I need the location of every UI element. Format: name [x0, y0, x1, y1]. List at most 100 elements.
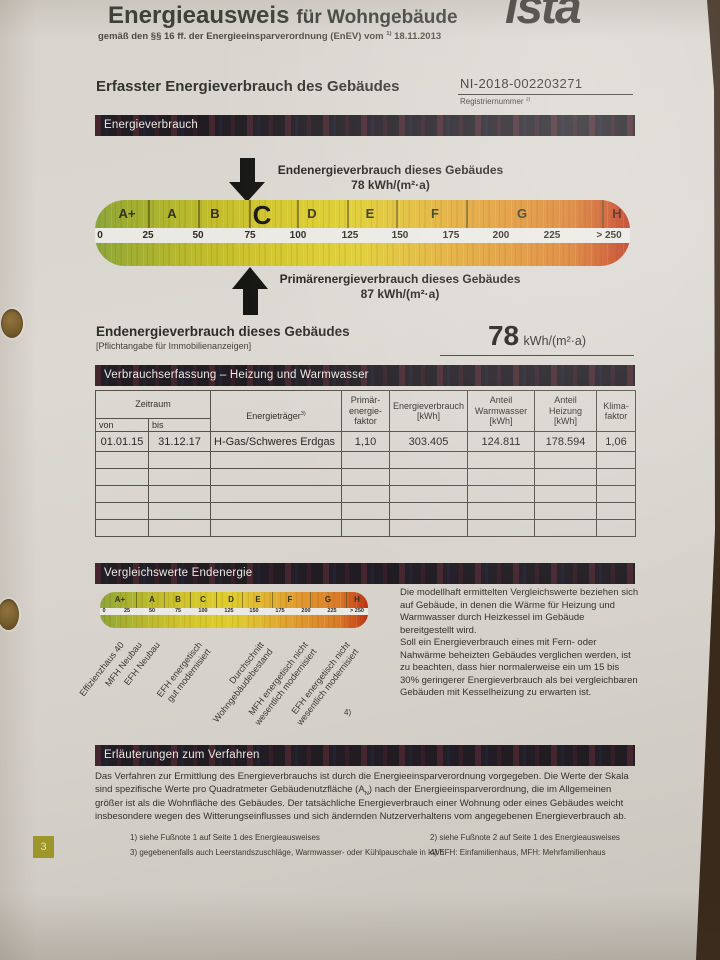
endenergie-value-box: 78 kWh/(m²·a) [440, 320, 634, 356]
registration-note-ref: 2) [525, 97, 531, 103]
registration-label: Registriernummer 2) [460, 97, 530, 106]
empty-cell [467, 502, 536, 520]
empty-cell [534, 468, 598, 486]
empty-cell [389, 468, 469, 486]
scale-divider [466, 200, 468, 228]
down-arrow-head-icon [229, 182, 265, 202]
comparison-info-paragraph-1: Die modellhaft ermittelten Vergleichswer… [400, 587, 639, 636]
empty-cell [534, 451, 598, 469]
scale-letter: A+ [118, 206, 136, 221]
scale-tick: > 250 [596, 230, 622, 241]
table-row-empty [95, 502, 637, 520]
section-title: Erfasster Energieverbrauch des Gebäudes [96, 78, 400, 95]
comparison-note-ref: 4) [344, 708, 352, 717]
table-row-empty [95, 485, 637, 503]
footnote-1: 1) siehe Fußnote 1 auf Seite 1 des Energ… [130, 833, 320, 842]
empty-cell [147, 519, 212, 537]
empty-cell [341, 519, 391, 537]
cell-primaerfaktor: 1,10 [341, 431, 391, 452]
scale-letter: E [255, 595, 261, 604]
col-header-energietraeger: Energieträger3) [210, 390, 343, 432]
empty-cell [95, 519, 149, 537]
cell-von: 01.01.15 [95, 431, 149, 452]
comparison-scale-bottom-band [100, 615, 368, 628]
scale-tick: 75 [244, 230, 256, 241]
empty-cell [210, 519, 343, 537]
empty-cell [467, 451, 536, 469]
banner-erlaeuterungen: Erläuterungen zum Verfahren [95, 745, 635, 766]
empty-cell [467, 519, 536, 537]
col-header-klimafaktor: Klima- faktor [596, 390, 637, 432]
scale-tick: 125 [224, 608, 234, 614]
empty-cell [147, 451, 212, 469]
energy-scale-tick-strip: 0 25 50 75 100 125 150 175 200 225 > 250 [95, 228, 630, 243]
scale-tick: > 250 [350, 608, 364, 614]
scale-tick: 200 [301, 608, 311, 614]
ista-logo: ista [505, 0, 640, 30]
subtitle-note-ref: 1) [386, 31, 392, 37]
scale-tick: 175 [442, 230, 460, 241]
page-number-badge: 3 [33, 836, 54, 858]
col-header-bis: bis [147, 418, 212, 432]
empty-cell [210, 485, 343, 503]
scale-divider [136, 592, 137, 608]
empty-cell [341, 485, 391, 503]
comparison-scale-tick-strip: 0 25 50 75 100 125 150 175 200 225 > 250 [100, 608, 368, 615]
empty-cell [147, 502, 212, 520]
page-title: Energieausweis für Wohngebäude [108, 2, 458, 30]
scale-divider [346, 592, 347, 608]
col-header-energieverbrauch: Energieverbrauch [kWh] [389, 390, 469, 432]
endenergie-title: Endenergieverbrauch dieses Gebäudes [96, 324, 350, 339]
empty-cell [341, 451, 391, 469]
scale-letter: A [149, 595, 155, 604]
method-text-subscript: N [364, 790, 369, 797]
subtitle-date: 18.11.2013 [394, 31, 442, 43]
scale-tick: 100 [289, 230, 307, 241]
registration-label-text: Registriernummer [460, 97, 524, 106]
empty-cell [95, 468, 149, 486]
scale-tick: 225 [543, 230, 561, 241]
cell-klimafaktor: 1,06 [596, 431, 637, 452]
scale-letter-highlighted: C [252, 200, 272, 230]
scale-divider [602, 200, 604, 228]
empty-cell [210, 502, 343, 520]
up-arrow-icon [243, 289, 258, 315]
cell-bis: 31.12.17 [147, 431, 212, 452]
energietraeger-label: Energieträger [246, 411, 301, 421]
empty-cell [341, 502, 391, 520]
punch-hole [0, 599, 19, 630]
cell-anteil-warmwasser: 124.811 [467, 431, 536, 452]
scale-letter: A [167, 206, 177, 221]
scale-tick: 25 [142, 230, 154, 241]
scale-tick: 150 [249, 608, 259, 614]
endenergie-value: 78 [487, 320, 520, 351]
method-text-a: Das Verfahren zur Ermittlung des Energie… [95, 771, 629, 795]
scale-letter: F [287, 595, 293, 604]
banner-verbrauchserfassung: Verbrauchserfassung – Heizung und Warmwa… [95, 365, 635, 386]
scale-divider [190, 592, 191, 608]
endenergie-unit: kWh/(m²·a) [523, 334, 587, 348]
ista-logo-text: ista [505, 0, 582, 30]
empty-cell [389, 519, 469, 537]
scale-letter: F [431, 206, 439, 221]
comparison-info-text: Die modellhaft ermittelten Vergleichswer… [400, 587, 640, 700]
col-header-von: von [95, 418, 149, 432]
scale-letter: B [210, 206, 220, 221]
registration-underline [458, 94, 633, 95]
scale-tick: 175 [275, 608, 285, 614]
method-explanation-text: Das Verfahren zur Ermittlung des Energie… [95, 771, 641, 823]
page-title-main: Energieausweis [108, 2, 290, 29]
scale-divider [249, 200, 251, 228]
banner-energieverbrauch: Energieverbrauch [95, 115, 635, 136]
consumption-table: Zeitraum Energieträger3) Primär- energie… [94, 390, 637, 537]
scale-letter: C [200, 595, 206, 604]
table-row: 01.01.15 31.12.17 H-Gas/Schweres Erdgas … [95, 431, 637, 452]
empty-cell [210, 451, 343, 469]
empty-cell [95, 502, 149, 520]
scale-tick: 200 [492, 230, 510, 241]
subtitle-text: gemäß den §§ 16 ff. der Energieeinsparve… [98, 31, 384, 43]
col-header-anteil-warmwasser: Anteil Warmwasser [kWh] [467, 390, 536, 432]
energy-scale-top-band: A+ A B C D E F G H [95, 200, 630, 230]
empty-cell [341, 468, 391, 486]
